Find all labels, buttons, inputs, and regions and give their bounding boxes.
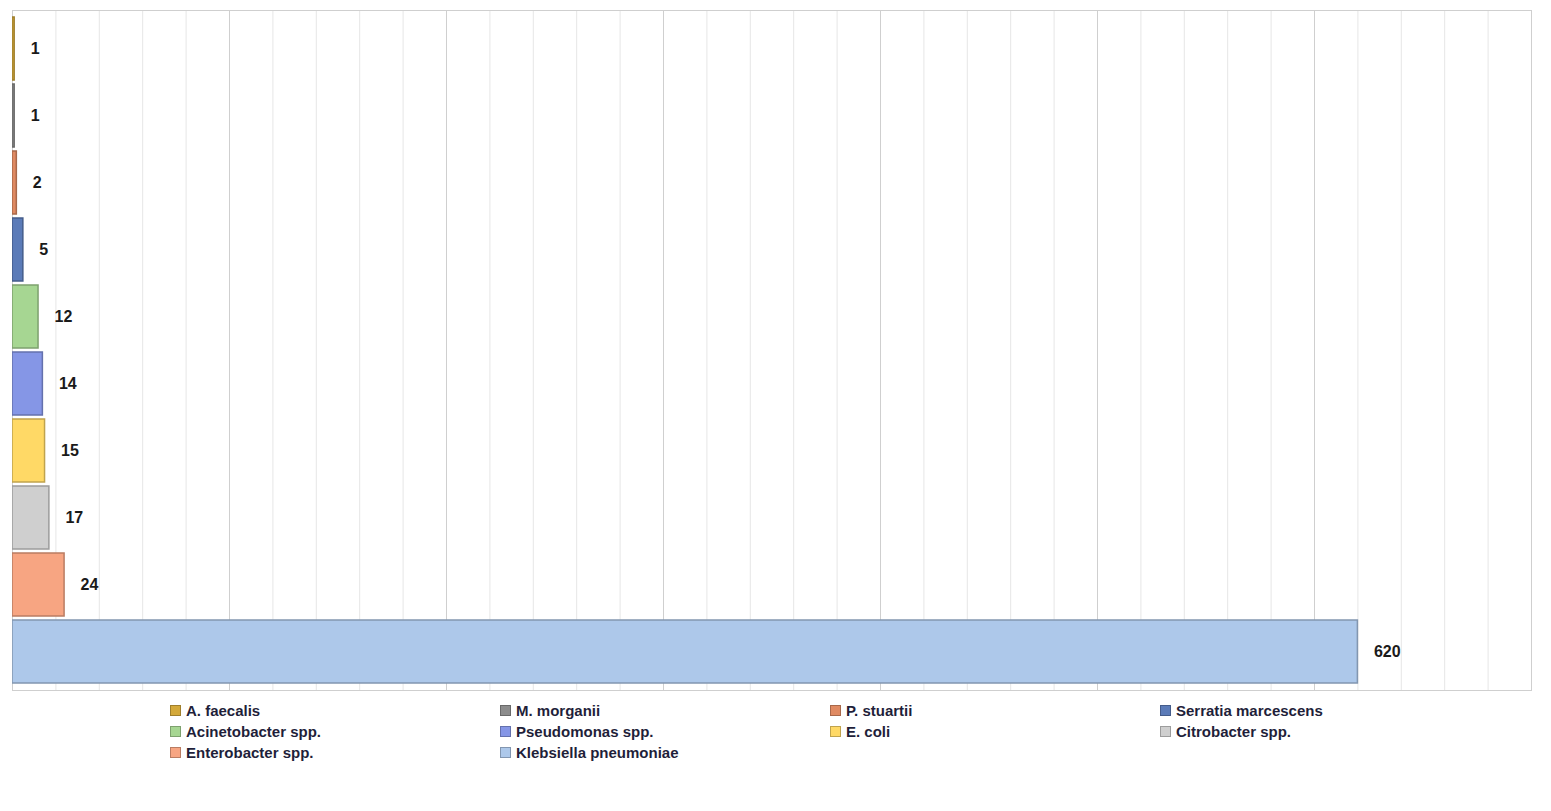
html-text:P. stuartii: P. stuartii [846, 702, 913, 719]
html-text:Enterobacter spp.: Enterobacter spp. [186, 744, 314, 761]
svg-text:15: 15 [61, 442, 79, 459]
html-text:Klebsiella pneumoniae: Klebsiella pneumoniae [516, 744, 679, 761]
svg-text:2: 2 [33, 174, 42, 191]
svg-text:1: 1 [31, 107, 40, 124]
html-text:Citrobacter spp.: Citrobacter spp. [1176, 723, 1291, 740]
svg-text:17: 17 [65, 509, 83, 526]
svg-text:24: 24 [81, 576, 99, 593]
html-text:M. morganii: M. morganii [516, 702, 601, 719]
html-text:Acinetobacter spp.: Acinetobacter spp. [186, 723, 321, 740]
html-text:A. faecalis: A. faecalis [186, 702, 261, 719]
html-text:Serratia marcescens: Serratia marcescens [1176, 702, 1323, 719]
svg-text:1: 1 [31, 40, 40, 57]
svg-text:620: 620 [1374, 643, 1401, 660]
html-text:E. coli: E. coli [846, 723, 891, 740]
svg-text:14: 14 [59, 375, 77, 392]
svg-text:12: 12 [55, 308, 73, 325]
html-text:Pseudomonas spp.: Pseudomonas spp. [516, 723, 654, 740]
svg-text:5: 5 [39, 241, 48, 258]
